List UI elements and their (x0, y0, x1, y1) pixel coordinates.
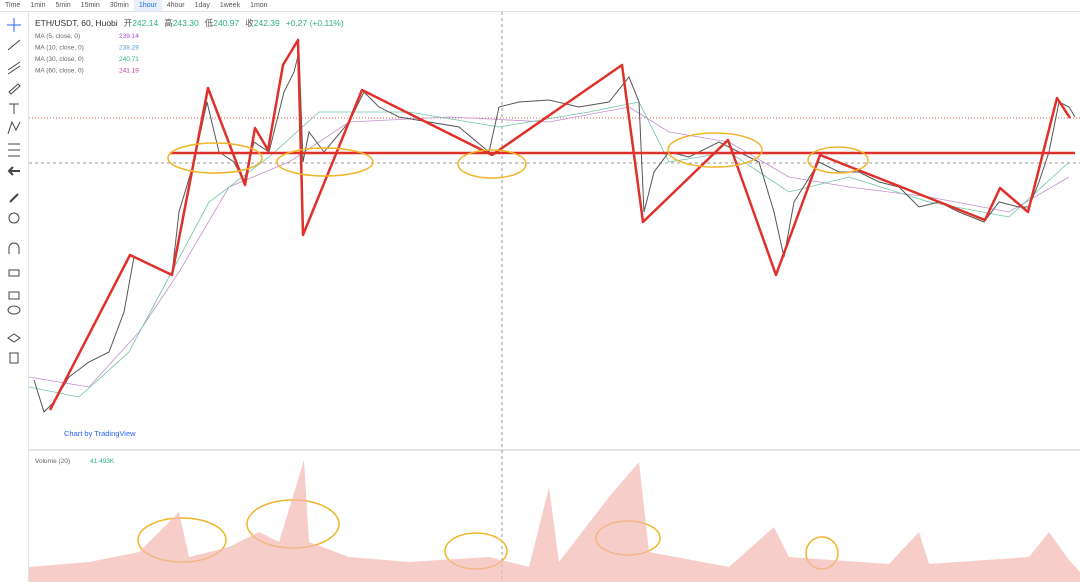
magnet-tool[interactable] (8, 242, 20, 254)
interval-button[interactable]: 30min (109, 2, 129, 9)
ma-row: MA (60, close, 0) 241.19 (35, 68, 139, 75)
ohlc-value: 240.97 (213, 18, 239, 28)
ma-row: MA (30, close, 0) 240.71 (35, 56, 139, 63)
ma-value: 241.19 (119, 68, 139, 75)
ma-name: MA (5, close, 0) (35, 33, 80, 40)
highlight-ellipses (137, 132, 869, 570)
ma-name: MA (30, close, 0) (35, 56, 84, 63)
fib-tool[interactable] (8, 143, 20, 157)
trend-arrows (48, 38, 1072, 411)
interval-button[interactable]: 1min (30, 2, 46, 9)
volume-value: 41.493K (90, 458, 115, 465)
visibility-tool[interactable] (7, 305, 21, 315)
symbol: ETH/USDT, 60, Huobi (35, 18, 118, 28)
tool-icons (7, 18, 21, 364)
pitchfork-tool[interactable] (7, 61, 21, 75)
back-tool[interactable] (7, 166, 20, 176)
ohlc-label: 高 (164, 18, 173, 28)
brush-tool[interactable] (8, 83, 21, 95)
trash-tool[interactable] (9, 352, 19, 364)
price-candles (33, 51, 1076, 413)
ohlc-label: 收 (245, 18, 254, 28)
drawing-toolbar (0, 12, 29, 582)
symbol-legend: ETH/USDT, 60, Huobi 开242.14 高243.30 低240.97… (35, 18, 344, 28)
lock-draw-tool[interactable] (8, 269, 20, 277)
interval-button[interactable]: 4hour (166, 2, 185, 9)
ma-value: 238.29 (119, 45, 139, 52)
branding: Chart by TradingView (64, 429, 136, 438)
interval-button[interactable]: 1week (219, 2, 241, 9)
zoom-tool[interactable] (8, 212, 20, 224)
ma-value: 240.71 (119, 56, 139, 63)
ma-name: MA (60, close, 0) (35, 68, 84, 75)
interval-button[interactable]: 5min (55, 2, 71, 9)
ohlc-value: 242.39 (254, 18, 280, 28)
ma-60-line (29, 106, 1070, 388)
ma-name: MA (10, close, 0) (35, 45, 84, 52)
interval-button[interactable]: 1day (194, 2, 210, 9)
volume-name: Volume (20) (35, 458, 70, 465)
ohlc-label: 低 (205, 18, 214, 28)
change: +0.27 (+0.11%) (286, 18, 344, 28)
chart-area: ETH/USDT, 60, Huobi 开242.14 高243.30 低240.97… (29, 12, 1080, 582)
ruler-tool[interactable] (9, 193, 19, 203)
ma-value: 239.14 (119, 33, 139, 40)
layers-tool[interactable] (7, 333, 21, 343)
volume-bars (29, 460, 1080, 582)
interval-button[interactable]: 1mon (250, 2, 268, 9)
trendline-tool[interactable] (7, 39, 21, 51)
ma-row: MA (10, close, 0) 238.29 (35, 45, 139, 52)
lock-tool[interactable] (8, 291, 20, 300)
ma-row: MA (5, close, 0) 239.14 (35, 33, 139, 40)
ohlc-value: 243.30 (173, 18, 199, 28)
interval-button[interactable]: 15min (80, 2, 100, 9)
volume-legend: Volume (20) 41.493K (35, 458, 115, 465)
ma-legend: MA (5, close, 0) 239.14 MA (10, close, 0) 2… (35, 33, 139, 75)
ohlc-label: 开 (124, 18, 133, 28)
crosshair-tool[interactable] (7, 18, 21, 32)
pattern-tool[interactable] (7, 120, 21, 135)
interval-button[interactable]: Time (5, 2, 21, 9)
ohlc-value: 242.14 (132, 18, 158, 28)
text-tool[interactable] (9, 103, 19, 114)
interval-button[interactable]: 1hour (133, 0, 162, 11)
interval-toolbar: Time 1min 5min 15min 30min 1hour 4hour 1day 1wee… (0, 0, 1080, 12)
